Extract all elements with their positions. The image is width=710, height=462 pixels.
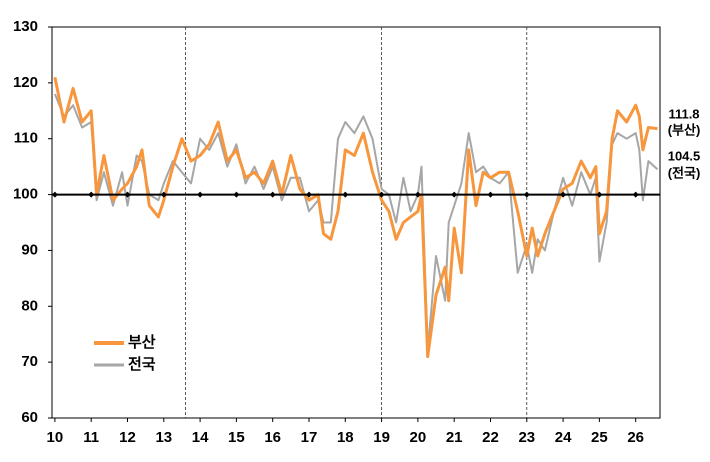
y-tick-label: 130 [13,18,38,35]
reference-marker [378,191,385,198]
reference-marker [305,191,312,198]
reference-marker [160,191,167,198]
series-line [53,77,658,359]
annotation: (전국) [668,165,701,180]
annotation: 104.5 [668,148,701,163]
y-tick-label: 100 [13,186,38,203]
x-tick-label: 13 [155,429,172,446]
y-tick-label: 110 [14,130,38,147]
reference-marker [233,191,240,198]
y-tick-label: 120 [13,74,38,91]
x-tick-label: 15 [228,429,245,446]
reference-marker [342,191,349,198]
x-tick-label: 25 [591,429,608,446]
x-tick-label: 11 [83,429,99,446]
y-tick-label: 70 [21,353,38,370]
x-tick-label: 21 [446,429,463,446]
reference-marker [51,191,58,198]
y-tick-label: 90 [21,241,38,258]
x-tick-label: 14 [192,429,209,446]
x-tick-label: 22 [482,429,499,446]
plot-frame [51,26,661,419]
series-line [53,93,659,352]
x-tick-label: 20 [410,429,427,446]
x-tick-label: 12 [119,429,136,446]
x-tick-label: 19 [373,429,390,446]
y-tick-label: 80 [21,297,38,314]
reference-marker [269,191,276,198]
reference-marker [560,191,567,198]
x-tick-label: 24 [555,429,572,446]
x-tick-label: 18 [337,429,354,446]
reference-marker [197,191,204,198]
annotation: (부산) [668,122,701,137]
reference-marker [523,191,530,198]
x-tick-label: 26 [627,429,644,446]
x-tick-label: 23 [518,429,535,446]
reference-marker [451,191,458,198]
reference-marker [487,191,494,198]
reference-marker [88,191,95,198]
reference-marker [596,191,603,198]
x-tick-label: 16 [264,429,281,446]
y-tick-label: 60 [21,409,38,426]
reference-marker [632,191,639,198]
x-tick-label: 10 [47,429,64,446]
annotation: 111.8 [668,106,699,121]
legend-label: 부산 [128,334,156,351]
x-tick-label: 17 [301,429,318,446]
reference-marker [414,191,421,198]
legend-label: 전국 [128,356,156,373]
reference-marker [124,191,131,198]
